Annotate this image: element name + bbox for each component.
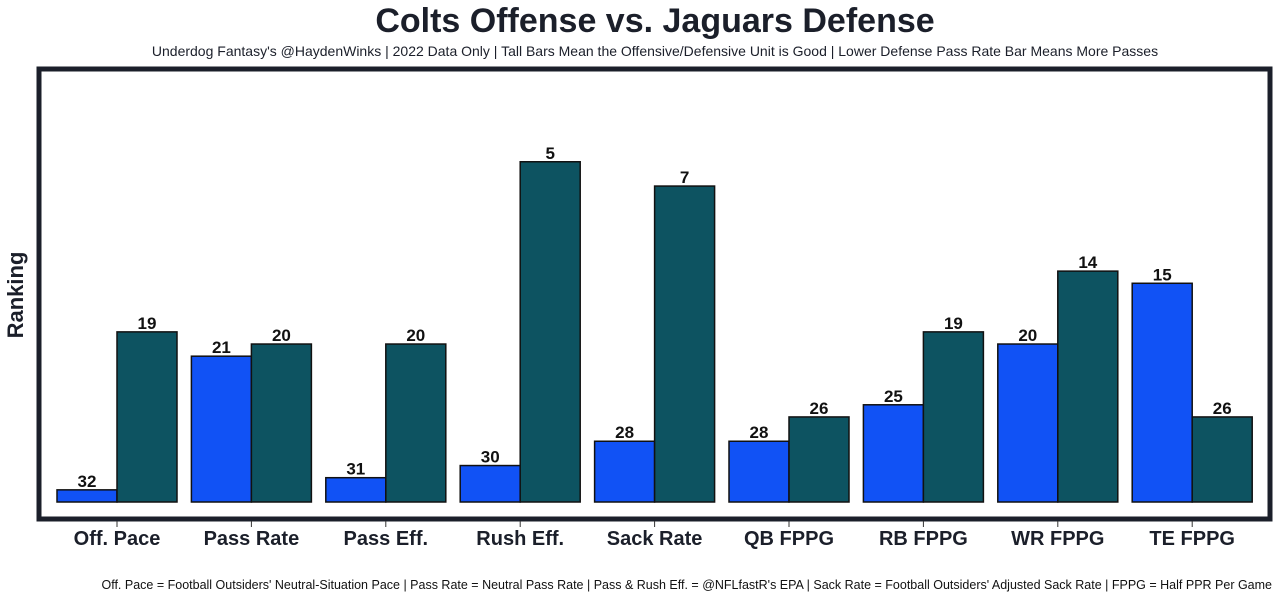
- category-label-pass-eff: Pass Eff.: [344, 528, 428, 550]
- bar-jaguars-defense-rb-fppg: [922, 331, 985, 503]
- value-label-colts-offense-te-fppg: 15: [1153, 265, 1172, 284]
- bar-jaguars-defense-pass-eff: [385, 343, 447, 503]
- chart-title: Colts Offense vs. Jaguars Defense: [375, 2, 935, 40]
- bars: [56, 161, 1253, 503]
- bar-colts-offense-sack-rate: [593, 440, 656, 503]
- bar-colts-offense-pass-rate: [190, 355, 253, 503]
- bar-jaguars-defense-wr-fppg: [1057, 270, 1119, 503]
- value-label-colts-offense-pass-rate: 21: [212, 338, 231, 357]
- bar-jaguars-defense-qb-fppg: [788, 416, 850, 503]
- value-label-jaguars-defense-qb-fppg: 26: [810, 399, 829, 418]
- category-label-rush-eff: Rush Eff.: [476, 528, 564, 550]
- bar-jaguars-defense-off-pace: [116, 331, 178, 503]
- bar-colts-offense-pass-eff: [325, 476, 387, 503]
- value-label-colts-offense-rb-fppg: 25: [884, 387, 903, 406]
- value-label-colts-offense-sack-rate: 28: [615, 423, 634, 442]
- category-label-qb-fppg: QB FPPG: [744, 528, 834, 550]
- bar-colts-offense-rb-fppg: [862, 404, 925, 503]
- x-ticks: [116, 521, 1193, 527]
- bar-colts-offense-qb-fppg: [728, 440, 790, 503]
- value-label-jaguars-defense-pass-eff: 20: [406, 326, 425, 345]
- category-label-off-pace: Off. Pace: [74, 528, 161, 550]
- value-label-jaguars-defense-te-fppg: 26: [1213, 399, 1232, 418]
- value-label-jaguars-defense-wr-fppg: 14: [1078, 253, 1097, 272]
- bar-jaguars-defense-pass-rate: [250, 343, 313, 503]
- value-label-jaguars-defense-pass-rate: 20: [272, 326, 291, 345]
- category-labels: Off. Pace Pass Rate Pass Eff. Rush Eff. Sack…: [74, 528, 1235, 550]
- value-label-colts-offense-qb-fppg: 28: [750, 423, 769, 442]
- value-label-colts-offense-rush-eff: 30: [481, 448, 500, 467]
- value-label-jaguars-defense-rb-fppg: 19: [944, 314, 963, 333]
- plot-frame: [36, 66, 1273, 522]
- category-label-pass-rate: Pass Rate: [204, 528, 300, 550]
- category-label-te-fppg: TE FPPG: [1149, 528, 1235, 550]
- bar-jaguars-defense-te-fppg: [1191, 416, 1253, 503]
- value-label-jaguars-defense-sack-rate: 7: [680, 168, 689, 187]
- bar-colts-offense-off-pace: [56, 489, 118, 503]
- bar-jaguars-defense-rush-eff: [519, 161, 581, 503]
- chart-subtitle: Underdog Fantasy's @HaydenWinks | 2022 D…: [151, 43, 1159, 59]
- value-labels: 32 19 21 20 31 20 30 5 28 7 28 26 25 19 20 14 15 26: [78, 144, 1232, 491]
- value-label-colts-offense-pass-eff: 31: [346, 460, 365, 479]
- category-label-rb-fppg: RB FPPG: [879, 528, 968, 550]
- value-label-jaguars-defense-off-pace: 19: [138, 314, 157, 333]
- category-label-sack-rate: Sack Rate: [607, 528, 703, 550]
- value-label-colts-offense-wr-fppg: 20: [1018, 326, 1037, 345]
- bar-colts-offense-rush-eff: [459, 464, 521, 503]
- bar-colts-offense-wr-fppg: [997, 343, 1059, 503]
- value-label-colts-offense-off-pace: 32: [78, 472, 97, 491]
- footnote: Off. Pace = Football Outsiders' Neutral-…: [101, 578, 1272, 592]
- bar-colts-offense-te-fppg: [1131, 282, 1193, 503]
- bar-jaguars-defense-sack-rate: [653, 185, 716, 503]
- category-label-wr-fppg: WR FPPG: [1011, 528, 1104, 550]
- value-label-jaguars-defense-rush-eff: 5: [545, 144, 554, 163]
